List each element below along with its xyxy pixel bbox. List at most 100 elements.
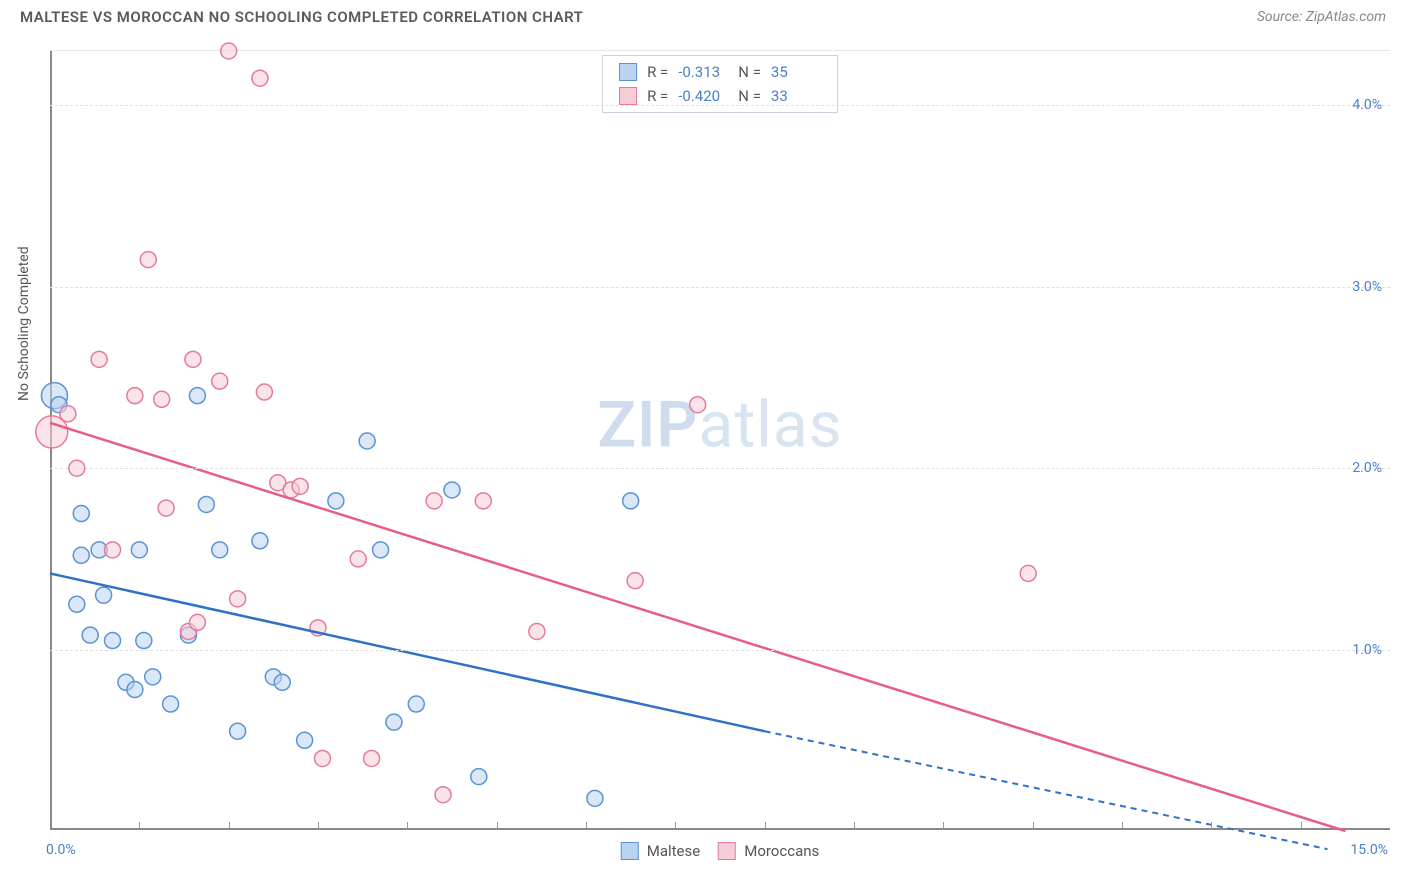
r-value: -0.420 [678, 84, 728, 108]
scatter-point [69, 596, 85, 612]
swatch-moroccan-icon [619, 87, 637, 105]
scatter-point [140, 252, 156, 268]
gridline [50, 650, 1390, 651]
scatter-point [328, 493, 344, 509]
scatter-point [297, 732, 313, 748]
x-tick [854, 822, 855, 830]
scatter-point [212, 373, 228, 389]
scatter-point [1020, 565, 1036, 581]
legend-item-maltese: Maltese [621, 842, 700, 860]
x-tick [675, 822, 676, 830]
y-tick-label: 2.0% [1352, 460, 1382, 476]
n-value: 33 [771, 84, 821, 108]
chart-title: MALTESE VS MOROCCAN NO SCHOOLING COMPLET… [20, 8, 583, 26]
y-tick-label: 3.0% [1352, 279, 1382, 295]
scatter-point [163, 696, 179, 712]
scatter-point [82, 627, 98, 643]
legend-label: Maltese [647, 842, 700, 860]
scatter-point [230, 591, 246, 607]
swatch-maltese-icon [619, 63, 637, 81]
x-tick [586, 822, 587, 830]
scatter-point [373, 542, 389, 558]
x-tick [139, 822, 140, 830]
scatter-point [256, 384, 272, 400]
n-label: N = [738, 84, 761, 108]
x-tick [1211, 822, 1212, 830]
x-tick-min: 0.0% [46, 842, 76, 858]
x-tick-max: 15.0% [1350, 842, 1388, 858]
scatter-point [690, 397, 706, 413]
correlation-legend: R = -0.313 N = 35 R = -0.420 N = 33 [602, 55, 838, 113]
scatter-point [212, 542, 228, 558]
gridline [50, 287, 1390, 288]
scatter-point [198, 496, 214, 512]
scatter-point [73, 547, 89, 563]
y-tick-label: 1.0% [1352, 642, 1382, 658]
y-tick-label: 4.0% [1352, 97, 1382, 113]
source-label: Source: ZipAtlas.com [1257, 9, 1386, 25]
scatter-point [105, 542, 121, 558]
correlation-row-moroccan: R = -0.420 N = 33 [619, 84, 821, 108]
x-tick [229, 822, 230, 830]
scatter-point [314, 750, 330, 766]
x-tick [765, 822, 766, 830]
scatter-point [105, 633, 121, 649]
swatch-moroccan-icon [718, 842, 736, 860]
scatter-point [221, 43, 237, 59]
scatter-point [364, 750, 380, 766]
gridline [50, 468, 1390, 469]
y-axis-label: No Schooling Completed [16, 246, 32, 401]
x-tick [318, 822, 319, 830]
scatter-point [292, 478, 308, 494]
x-tick [497, 822, 498, 830]
legend-item-moroccan: Moroccans [718, 842, 819, 860]
x-tick [1301, 822, 1302, 830]
scatter-point [252, 70, 268, 86]
scatter-point [350, 551, 366, 567]
scatter-point [158, 500, 174, 516]
scatter-point [623, 493, 639, 509]
scatter-point [230, 723, 246, 739]
gridline [50, 105, 1390, 106]
chart-container: No Schooling Completed ZIPatlas R = -0.3… [50, 50, 1390, 830]
scatter-point [189, 614, 205, 630]
scatter-point [127, 682, 143, 698]
scatter-point [475, 493, 491, 509]
scatter-point [136, 633, 152, 649]
scatter-point [435, 787, 451, 803]
regression-line-maltese-dashed [765, 731, 1328, 849]
series-legend: Maltese Moroccans [621, 842, 820, 860]
scatter-point [96, 587, 112, 603]
scatter-point [359, 433, 375, 449]
scatter-point [529, 623, 545, 639]
x-tick [943, 822, 944, 830]
legend-label: Moroccans [744, 842, 819, 860]
scatter-point [252, 533, 268, 549]
n-value: 35 [771, 60, 821, 84]
scatter-point [189, 388, 205, 404]
scatter-point [154, 391, 170, 407]
scatter-point [471, 769, 487, 785]
r-label: R = [647, 84, 668, 108]
regression-line-moroccan [50, 423, 1345, 831]
scatter-point [91, 351, 107, 367]
r-label: R = [647, 60, 668, 84]
scatter-point [185, 351, 201, 367]
scatter-point [127, 388, 143, 404]
x-tick [1122, 822, 1123, 830]
scatter-point [426, 493, 442, 509]
scatter-point [73, 506, 89, 522]
scatter-point [386, 714, 402, 730]
scatter-point [444, 482, 460, 498]
scatter-point [145, 669, 161, 685]
scatter-point [274, 674, 290, 690]
scatter-point [131, 542, 147, 558]
correlation-row-maltese: R = -0.313 N = 35 [619, 60, 821, 84]
x-tick [1033, 822, 1034, 830]
n-label: N = [738, 60, 761, 84]
x-tick [407, 822, 408, 830]
scatter-point [408, 696, 424, 712]
scatter-point [627, 573, 643, 589]
chart-header: MALTESE VS MOROCCAN NO SCHOOLING COMPLET… [0, 0, 1406, 30]
regression-line-maltese [50, 573, 765, 731]
